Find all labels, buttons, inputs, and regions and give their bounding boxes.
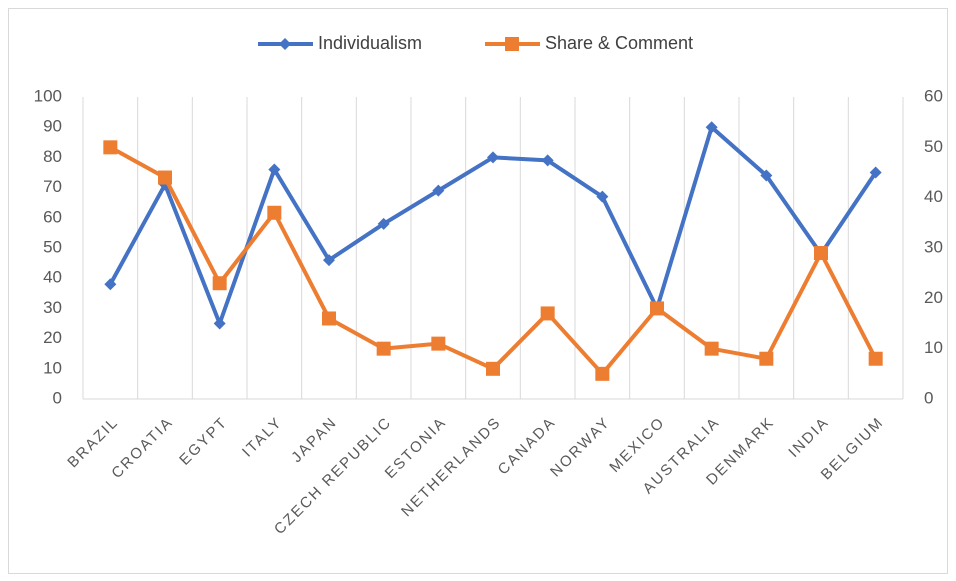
marker (212, 276, 227, 291)
y-tick-label: 60 (43, 207, 62, 226)
marker (432, 184, 445, 197)
marker (103, 140, 118, 155)
marker (104, 278, 117, 291)
y2-tick-label: 10 (924, 338, 943, 357)
marker (213, 317, 226, 330)
y2-tick-label: 40 (924, 187, 943, 206)
marker (376, 341, 391, 356)
y-tick-label: 90 (43, 117, 62, 136)
marker (760, 169, 773, 182)
marker (431, 336, 446, 351)
y2-tick-label: 0 (924, 388, 933, 407)
y2-tick-label: 60 (924, 86, 943, 105)
marker (868, 351, 883, 366)
y2-tick-label: 50 (924, 137, 943, 156)
y-tick-label: 20 (43, 328, 62, 347)
y2-tick-label: 20 (924, 288, 943, 307)
legend-marker (279, 38, 291, 50)
y2-tick-label: 30 (924, 237, 943, 256)
marker (814, 246, 828, 261)
y-tick-label: 40 (43, 268, 62, 287)
y-tick-label: 10 (43, 358, 62, 377)
marker (705, 121, 718, 134)
marker (869, 166, 882, 179)
y-tick-label: 30 (43, 298, 62, 317)
marker (541, 154, 554, 167)
marker (759, 351, 774, 366)
marker (487, 151, 499, 164)
marker (596, 190, 609, 203)
marker (595, 366, 610, 381)
legend-label: Share & Comment (545, 33, 693, 53)
marker (322, 311, 336, 326)
y-tick-label: 0 (53, 388, 62, 407)
marker (650, 301, 664, 316)
y-tick-label: 100 (34, 86, 62, 105)
marker (158, 170, 172, 185)
marker (486, 361, 500, 376)
marker (267, 205, 282, 220)
y-tick-label: 50 (43, 237, 62, 256)
marker (704, 341, 719, 356)
y-tick-label: 80 (43, 147, 62, 166)
legend-marker (505, 37, 519, 51)
marker (268, 163, 281, 176)
marker (323, 254, 335, 267)
marker (377, 217, 390, 230)
legend-label: Individualism (318, 33, 422, 53)
marker (540, 306, 555, 321)
chart-frame (8, 8, 948, 574)
y-tick-label: 70 (43, 177, 62, 196)
